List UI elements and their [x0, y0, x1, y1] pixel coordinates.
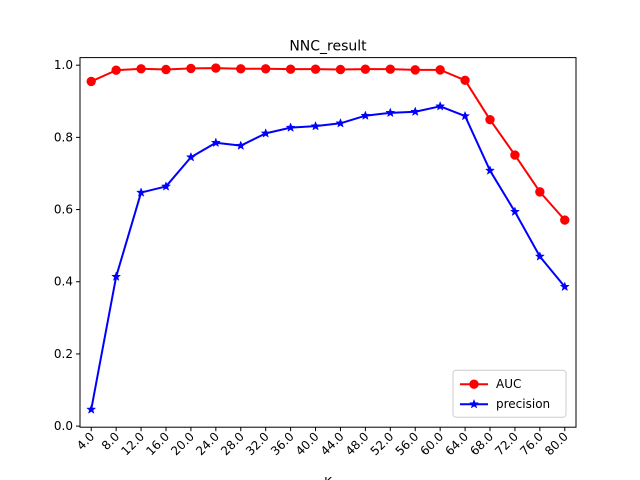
data-point-precision	[559, 281, 570, 292]
y-tick-label: 0.2	[54, 347, 73, 361]
x-axis-label: K	[324, 475, 333, 480]
legend-label: precision	[496, 397, 550, 411]
data-point-precision	[310, 120, 321, 131]
legend-label: AUC	[496, 377, 521, 391]
legend-item-auc: AUC	[460, 377, 521, 391]
data-point-auc	[260, 64, 271, 74]
y-tick-label: 0.0	[54, 419, 73, 433]
data-point-precision	[235, 140, 246, 150]
data-point-precision	[360, 110, 371, 121]
legend-item-precision: precision	[460, 397, 550, 411]
data-point-precision	[410, 106, 421, 117]
data-point-precision	[136, 187, 147, 197]
data-point-auc	[385, 64, 396, 74]
legend-marker	[469, 379, 479, 389]
series-line-precision	[90, 105, 566, 410]
legend-marker	[468, 398, 480, 409]
y-tick-label: 0.4	[54, 275, 73, 289]
legend: AUC precision	[452, 369, 567, 418]
y-tick-label: 0.6	[54, 203, 73, 217]
data-point-auc	[360, 64, 371, 74]
data-point-precision	[484, 165, 496, 175]
axes-frame	[79, 57, 577, 428]
data-point-auc	[335, 64, 346, 75]
series-auc	[86, 63, 570, 225]
data-point-auc	[560, 215, 570, 225]
legend-box	[452, 369, 567, 418]
y-tick-label: 0.8	[54, 130, 73, 144]
data-point-precision	[285, 122, 296, 132]
data-point-auc	[310, 64, 321, 74]
data-point-precision	[111, 271, 122, 281]
data-point-auc	[86, 76, 96, 87]
data-point-precision	[260, 128, 271, 138]
data-point-precision	[509, 206, 520, 217]
plot-area	[86, 63, 570, 414]
data-point-auc	[136, 64, 146, 74]
data-point-auc	[460, 75, 470, 86]
data-point-auc	[285, 64, 296, 74]
data-point-precision	[210, 137, 221, 148]
data-point-auc	[211, 63, 221, 73]
data-point-auc	[510, 150, 520, 160]
data-point-precision	[160, 181, 172, 191]
data-point-precision	[385, 107, 396, 118]
data-point-precision	[185, 151, 196, 162]
data-point-precision	[335, 117, 346, 128]
chart-title: NNC_result	[289, 39, 367, 55]
data-point-precision	[534, 251, 545, 261]
series-precision	[86, 101, 570, 414]
data-point-auc	[435, 65, 445, 75]
y-tick-label: 1.0	[54, 58, 73, 72]
data-point-auc	[410, 65, 420, 75]
y-axis: 0.0 0.2 0.4 0.6 0.8 1.0	[54, 58, 80, 433]
data-point-precision	[435, 101, 446, 111]
data-point-auc	[186, 63, 196, 74]
data-point-precision	[460, 110, 471, 121]
data-point-precision	[86, 404, 97, 414]
data-point-auc	[161, 64, 171, 75]
data-point-auc	[485, 114, 495, 125]
data-point-auc	[535, 187, 545, 197]
data-point-auc	[111, 65, 121, 75]
data-point-auc	[236, 64, 246, 74]
